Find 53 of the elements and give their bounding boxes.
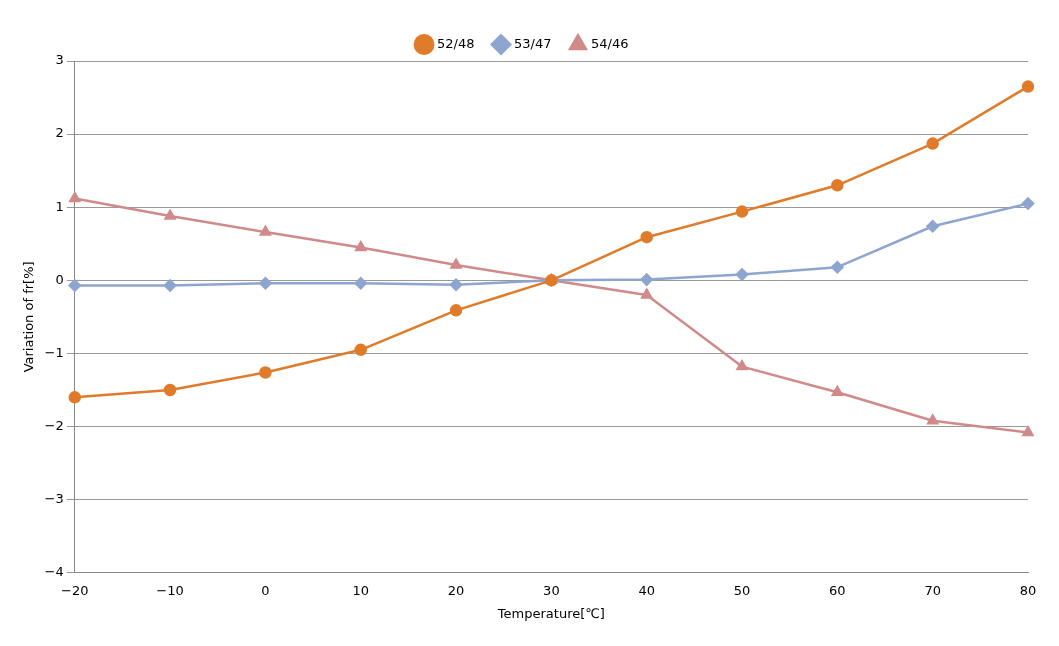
x-tick-label: 30 <box>543 582 560 598</box>
legend-label: 54/46 <box>590 35 629 51</box>
point <box>354 343 367 357</box>
point <box>164 209 176 220</box>
y-tick-label: 3 <box>55 52 64 68</box>
point <box>163 279 177 292</box>
point <box>354 277 367 290</box>
x-tick-label: −10 <box>156 582 184 598</box>
point <box>1021 80 1035 93</box>
y-tick-label: 0 <box>55 271 64 287</box>
point <box>259 277 272 290</box>
point <box>450 258 462 269</box>
point <box>449 278 463 291</box>
x-tick-label: −20 <box>61 582 89 598</box>
point <box>259 225 271 236</box>
point <box>1021 197 1035 210</box>
point <box>735 205 749 218</box>
point <box>69 192 81 203</box>
point <box>831 385 843 396</box>
x-axis-title: Temperature[℃] <box>496 605 605 621</box>
y-tick-label: 1 <box>55 198 64 214</box>
point <box>927 414 939 425</box>
x-tick-label: 20 <box>447 582 465 598</box>
legend-label: 53/47 <box>514 35 552 51</box>
x-tick-label: 80 <box>1019 582 1037 598</box>
point <box>163 383 177 397</box>
y-axis-title: Variation of fr[%] <box>21 261 37 373</box>
x-tick-label: 0 <box>261 582 270 598</box>
point <box>736 360 748 371</box>
point <box>1022 426 1034 437</box>
x-tick-label: 40 <box>638 582 655 598</box>
x-tick-label: 60 <box>829 582 846 598</box>
legend-label: 52/48 <box>437 35 475 51</box>
point <box>926 219 939 233</box>
y-tick-label: −2 <box>44 417 64 433</box>
point <box>68 391 82 404</box>
point <box>640 273 653 286</box>
point <box>831 179 844 192</box>
point <box>259 366 272 379</box>
x-tick-label: 10 <box>352 582 370 598</box>
point <box>831 260 844 274</box>
point <box>926 137 939 150</box>
y-tick-label: −3 <box>44 491 64 507</box>
point <box>640 230 653 244</box>
x-tick-label: 70 <box>924 582 941 598</box>
point <box>735 268 749 281</box>
y-tick-label: −1 <box>44 344 64 360</box>
point <box>449 304 463 317</box>
point <box>355 241 367 252</box>
point <box>641 288 653 299</box>
y-tick-label: 2 <box>55 125 64 141</box>
x-tick-label: 50 <box>733 582 751 598</box>
y-tick-label: −4 <box>44 564 64 580</box>
